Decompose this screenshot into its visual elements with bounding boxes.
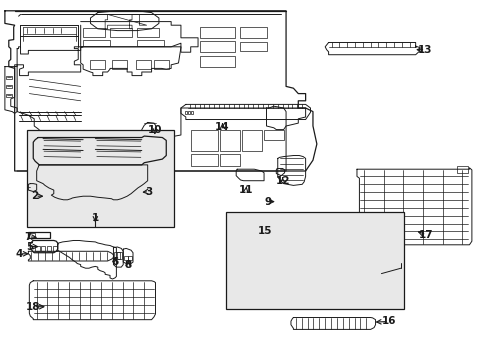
Bar xyxy=(110,28,132,37)
Bar xyxy=(310,222,335,235)
Bar xyxy=(343,222,362,236)
Bar xyxy=(28,232,50,238)
Text: 5: 5 xyxy=(26,242,33,252)
Bar xyxy=(136,60,150,69)
Bar xyxy=(284,220,305,238)
Bar xyxy=(264,130,283,140)
Bar xyxy=(256,222,279,236)
Text: 1: 1 xyxy=(92,213,99,223)
Bar xyxy=(254,220,281,238)
Bar xyxy=(369,222,395,235)
Bar xyxy=(124,256,128,260)
Bar xyxy=(252,244,277,260)
Text: 13: 13 xyxy=(417,45,432,55)
Text: 17: 17 xyxy=(418,230,433,240)
Bar xyxy=(6,85,12,88)
Text: 2: 2 xyxy=(32,191,39,201)
Bar xyxy=(137,40,163,46)
Bar xyxy=(35,246,40,251)
Bar xyxy=(225,212,404,309)
Bar xyxy=(184,111,187,114)
Bar xyxy=(6,94,12,97)
Bar xyxy=(47,246,51,251)
Bar xyxy=(82,143,105,157)
Bar xyxy=(220,154,239,166)
Bar xyxy=(239,27,266,38)
Text: 18: 18 xyxy=(26,302,41,312)
Text: 12: 12 xyxy=(275,176,289,186)
Bar xyxy=(308,220,337,237)
Bar xyxy=(112,60,127,69)
Text: 8: 8 xyxy=(124,260,131,270)
Bar xyxy=(286,222,303,235)
Bar xyxy=(190,111,193,114)
Text: 3: 3 xyxy=(145,186,152,197)
Bar xyxy=(304,244,330,258)
Bar xyxy=(187,111,190,114)
Bar xyxy=(6,76,12,79)
Text: 14: 14 xyxy=(215,122,229,132)
Bar xyxy=(83,28,105,37)
Bar xyxy=(200,56,234,67)
Bar xyxy=(83,40,110,46)
Bar xyxy=(232,222,249,235)
Bar xyxy=(280,244,299,259)
Bar xyxy=(154,60,168,69)
Bar xyxy=(230,244,249,259)
Bar xyxy=(456,166,467,173)
Bar xyxy=(190,154,217,166)
Text: 7: 7 xyxy=(24,232,32,242)
Bar xyxy=(114,252,120,259)
Text: 4: 4 xyxy=(16,249,23,259)
Bar xyxy=(128,256,132,260)
Bar xyxy=(190,130,217,151)
Bar xyxy=(27,130,173,227)
Text: 6: 6 xyxy=(111,257,118,267)
Bar xyxy=(117,252,122,259)
Bar xyxy=(41,246,45,251)
Text: 11: 11 xyxy=(238,185,253,195)
Bar xyxy=(367,220,397,238)
Bar xyxy=(341,220,364,238)
Bar xyxy=(230,220,251,238)
Text: 9: 9 xyxy=(264,197,271,207)
Bar xyxy=(200,27,234,38)
Text: 10: 10 xyxy=(148,125,163,135)
Bar xyxy=(242,130,261,151)
Bar xyxy=(53,246,57,251)
Bar xyxy=(90,60,105,69)
Bar xyxy=(220,130,239,151)
Bar xyxy=(200,41,234,52)
Bar xyxy=(334,244,358,260)
Bar xyxy=(29,233,35,238)
Bar xyxy=(239,42,266,51)
Text: 16: 16 xyxy=(381,316,395,327)
Text: 15: 15 xyxy=(257,226,272,236)
Bar xyxy=(137,28,159,37)
